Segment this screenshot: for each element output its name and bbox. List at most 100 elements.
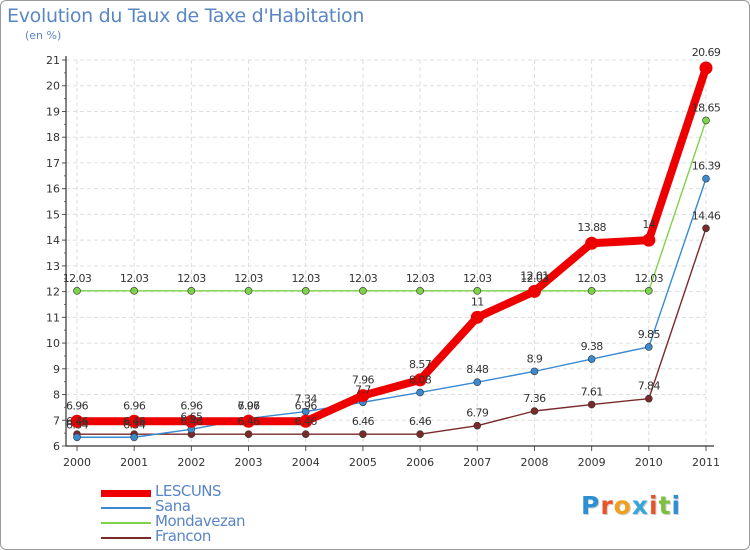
- data-label-lescuns: 8.57: [409, 358, 432, 371]
- point-francon: [702, 224, 710, 233]
- point-lescuns: [527, 284, 541, 298]
- x-tick-label: 2008: [520, 456, 548, 469]
- legend-swatch: [101, 507, 151, 509]
- x-tick-label: 2000: [63, 456, 91, 469]
- data-label-lescuns: 6.96: [66, 399, 89, 412]
- data-label-sana: 16.39: [692, 160, 721, 173]
- data-label-francon: 6.79: [466, 407, 489, 420]
- point-lescuns: [299, 414, 313, 428]
- y-tick-label: 19: [46, 105, 60, 118]
- series-line-francon: [76, 227, 707, 435]
- x-tick-label: 2009: [578, 456, 606, 469]
- point-mondavezan: [244, 287, 253, 295]
- data-label-mondavezan: 12.03: [291, 272, 320, 285]
- data-label-francon: 6.46: [123, 415, 146, 428]
- point-francon: [530, 407, 539, 415]
- data-label-lescuns: 20.69: [692, 46, 721, 59]
- data-label-mondavezan: 12.03: [120, 272, 149, 285]
- data-label-sana: 6.34: [123, 418, 146, 431]
- point-lescuns: [356, 389, 370, 403]
- data-label-lescuns: 6.96: [180, 399, 203, 412]
- y-tick-label: 13: [46, 260, 60, 273]
- legend-label: Mondavezan: [155, 512, 246, 530]
- proxiti-logo: Proxiti: [581, 491, 681, 520]
- point-mondavezan: [702, 116, 710, 125]
- legend-label: Francon: [155, 527, 211, 545]
- legend-swatch: [101, 522, 151, 524]
- x-tick-label: 2002: [177, 456, 205, 469]
- point-sana: [473, 378, 482, 386]
- y-tick-label: 16: [46, 183, 60, 196]
- data-label-lescuns: 13.88: [577, 221, 606, 234]
- point-lescuns: [184, 414, 198, 428]
- point-lescuns: [127, 414, 141, 428]
- logo-letter: i: [671, 491, 682, 520]
- point-mondavezan: [301, 287, 310, 295]
- data-label-francon: 7.36: [523, 392, 546, 405]
- point-mondavezan: [359, 287, 367, 295]
- x-tick-label: 2007: [463, 456, 491, 469]
- y-tick-label: 9: [53, 363, 60, 376]
- point-lescuns: [642, 233, 656, 247]
- data-label-francon: 14.46: [692, 209, 721, 222]
- x-tick-label: 2004: [292, 456, 320, 469]
- logo-letter: P: [581, 491, 601, 520]
- y-tick-label: 18: [46, 131, 60, 144]
- point-sana: [702, 174, 710, 183]
- legend-swatch: [101, 537, 151, 539]
- data-label-sana: 7.7: [355, 383, 371, 396]
- y-tick-label: 15: [46, 208, 60, 221]
- point-francon: [416, 430, 424, 438]
- x-tick-label: 2010: [635, 456, 663, 469]
- point-sana: [73, 433, 81, 442]
- y-tick-label: 11: [46, 311, 60, 324]
- point-mondavezan: [73, 287, 81, 295]
- point-lescuns: [242, 414, 256, 428]
- point-lescuns: [470, 310, 484, 324]
- point-sana: [416, 388, 424, 397]
- series-line-lescuns: [73, 63, 710, 426]
- y-tick-label: 7: [53, 414, 60, 427]
- data-label-sana: 9.85: [638, 328, 661, 341]
- data-label-mondavezan: 12.03: [406, 272, 435, 285]
- legend-label: LESCUNS: [155, 482, 222, 500]
- data-label-mondavezan: 12.03: [520, 272, 549, 285]
- y-tick-label: 17: [46, 157, 60, 170]
- point-francon: [244, 430, 253, 438]
- data-label-sana: 7.34: [295, 393, 318, 406]
- point-sana: [530, 367, 539, 376]
- x-tick-label: 2011: [692, 456, 720, 469]
- logo-letter: r: [600, 491, 614, 520]
- logo-letter: t: [658, 491, 672, 520]
- x-tick-label: 2006: [406, 456, 434, 469]
- logo-letter: x: [631, 491, 649, 520]
- y-tick-label: 14: [46, 234, 60, 247]
- legend-label: Sana: [155, 497, 191, 515]
- data-label-mondavezan: 12.03: [177, 272, 206, 285]
- legend-swatch: [101, 489, 151, 497]
- data-label-sana: 7.07: [237, 399, 260, 412]
- data-label-lescuns: 6.96: [237, 399, 260, 412]
- data-label-mondavezan: 12.03: [234, 272, 263, 285]
- data-label-francon: 6.46: [352, 415, 375, 428]
- data-label-francon: 6.46: [180, 415, 203, 428]
- data-label-francon: 6.46: [237, 415, 260, 428]
- point-francon: [645, 394, 653, 403]
- point-mondavezan: [587, 287, 596, 295]
- data-label-francon: 6.46: [295, 415, 318, 428]
- y-tick-label: 20: [46, 80, 60, 93]
- point-francon: [473, 421, 482, 430]
- data-label-sana: 8.48: [466, 363, 489, 376]
- point-sana: [130, 433, 138, 442]
- point-sana: [587, 355, 596, 363]
- data-label-lescuns: 7.96: [352, 374, 375, 387]
- y-tick-label: 21: [46, 54, 60, 67]
- data-label-lescuns: 11: [471, 295, 484, 308]
- series-line-sana: [76, 177, 707, 438]
- point-lescuns: [413, 373, 427, 387]
- data-label-francon: 7.84: [638, 380, 661, 393]
- data-label-sana: 8.08: [409, 373, 432, 386]
- data-label-francon: 6.46: [409, 415, 432, 428]
- data-label-mondavezan: 12.03: [463, 272, 492, 285]
